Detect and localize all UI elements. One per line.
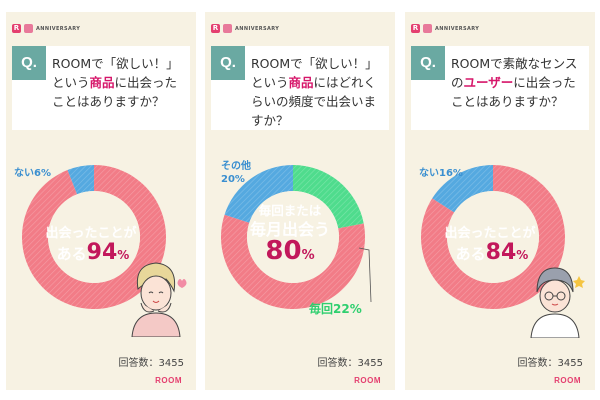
center-caption-2: 毎月出会う [249, 220, 330, 239]
question-highlight: 商品 [89, 75, 115, 90]
anniversary-label: ANNIVERSARY [235, 25, 280, 32]
anniversary-logo: R ANNIVERSARY [211, 24, 279, 33]
donut-slice-texture-0 [293, 165, 364, 229]
q-badge: Q. [211, 46, 245, 80]
room-footer-logo: ROOM [554, 376, 581, 385]
donut-hole [247, 191, 339, 283]
center-number: 80 [265, 236, 302, 266]
q-badge: Q. [12, 46, 46, 80]
question-highlight: 商品 [288, 75, 314, 90]
center-value: ある94% [34, 240, 152, 265]
center-number: 94 [86, 240, 118, 265]
question-part: ROOMで「欲しい！」という [52, 56, 179, 90]
respondent-count: 回答数：3455 [317, 358, 383, 369]
anniversary-logo: R ANNIVERSARY [12, 24, 80, 33]
question-box: Q. ROOMで「欲しい！」という商品に出会ったことはありますか？ [12, 46, 190, 130]
center-prefix: ある [56, 245, 87, 263]
anniversary-label: ANNIVERSARY [435, 25, 480, 32]
survey-card-3: R ANNIVERSARY Q. ROOMで素敵なセンスのユーザーに出会ったこと… [405, 12, 595, 390]
donut-slice-texture-0 [421, 165, 565, 309]
question-highlight: ユーザー [463, 75, 514, 90]
badge-icon [223, 24, 232, 33]
question-box: Q. ROOMで「欲しい！」という商品にはどれくらいの頻度で出会いますか？ [211, 46, 389, 130]
anniversary-label: ANNIVERSARY [36, 25, 81, 32]
donut-slice-texture-0 [21, 165, 167, 309]
woman-illustration-icon [131, 262, 187, 337]
question-text: ROOMで素敵なセンスのユーザーに出会ったことはありますか？ [451, 54, 585, 111]
question-part: ROOMで素敵なセンスの [451, 56, 578, 90]
slice-label-other: その他 20% [221, 160, 251, 186]
center-unit: % [301, 248, 315, 263]
center-unit: % [117, 248, 130, 262]
anniversary-logo: R ANNIVERSARY [411, 24, 479, 33]
room-logo-icon: R [211, 24, 220, 33]
center-prefix: ある [455, 245, 486, 263]
center-unit: % [516, 248, 529, 262]
badge-icon [24, 24, 33, 33]
donut-slice-texture-1 [67, 165, 94, 195]
center-caption: 出会ったことが [45, 226, 137, 241]
donut-hole [48, 191, 140, 283]
center-number: 84 [485, 240, 517, 265]
room-footer-logo: ROOM [354, 376, 381, 385]
question-text: ROOMで「欲しい！」という商品にはどれくらいの頻度で出会いますか？ [251, 54, 385, 130]
slice-label-other-value: 20% [221, 174, 245, 185]
survey-card-2: R ANNIVERSARY Q. ROOMで「欲しい！」という商品にはどれくらい… [205, 12, 395, 390]
center-caption: 毎回または [258, 203, 322, 218]
survey-card-1: R ANNIVERSARY Q. ROOMで「欲しい！」という商品に出会ったこと… [6, 12, 196, 390]
donut-slice-texture-2 [224, 165, 293, 223]
donut-slice-texture-1 [221, 214, 365, 309]
donut-hole [447, 191, 539, 283]
center-value: 80% [245, 236, 335, 266]
question-part: に出会ったことはありますか？ [52, 75, 178, 109]
room-footer-logo: ROOM [155, 376, 182, 385]
question-part: ROOMで「欲しい！」という [251, 56, 378, 90]
donut-chart [21, 165, 167, 309]
badge-icon [423, 24, 432, 33]
donut-chart [221, 165, 365, 309]
question-part: に出会ったことはありますか？ [451, 75, 576, 109]
slice-label-no: ない16% [419, 168, 463, 179]
center-value: ある84% [433, 240, 551, 265]
room-logo-icon: R [411, 24, 420, 33]
question-box: Q. ROOMで素敵なセンスのユーザーに出会ったことはありますか？ [411, 46, 589, 130]
donut-chart [421, 165, 565, 309]
slice-label-other-name: その他 [221, 161, 251, 172]
question-text: ROOMで「欲しい！」という商品に出会ったことはありますか？ [52, 54, 186, 111]
person-with-glasses-illustration-icon [530, 267, 585, 338]
slice-label-every: 毎回22% [309, 302, 362, 316]
pointer-line [358, 247, 372, 303]
center-caption: 出会ったことが [444, 226, 536, 241]
respondent-count: 回答数：3455 [517, 358, 583, 369]
q-badge: Q. [411, 46, 445, 80]
donut-slice-texture-1 [432, 165, 493, 213]
respondent-count: 回答数：3455 [118, 358, 184, 369]
room-logo-icon: R [12, 24, 21, 33]
slice-label-no: ない6% [14, 168, 51, 179]
question-part: にはどれくらいの頻度で出会いますか？ [251, 75, 377, 128]
